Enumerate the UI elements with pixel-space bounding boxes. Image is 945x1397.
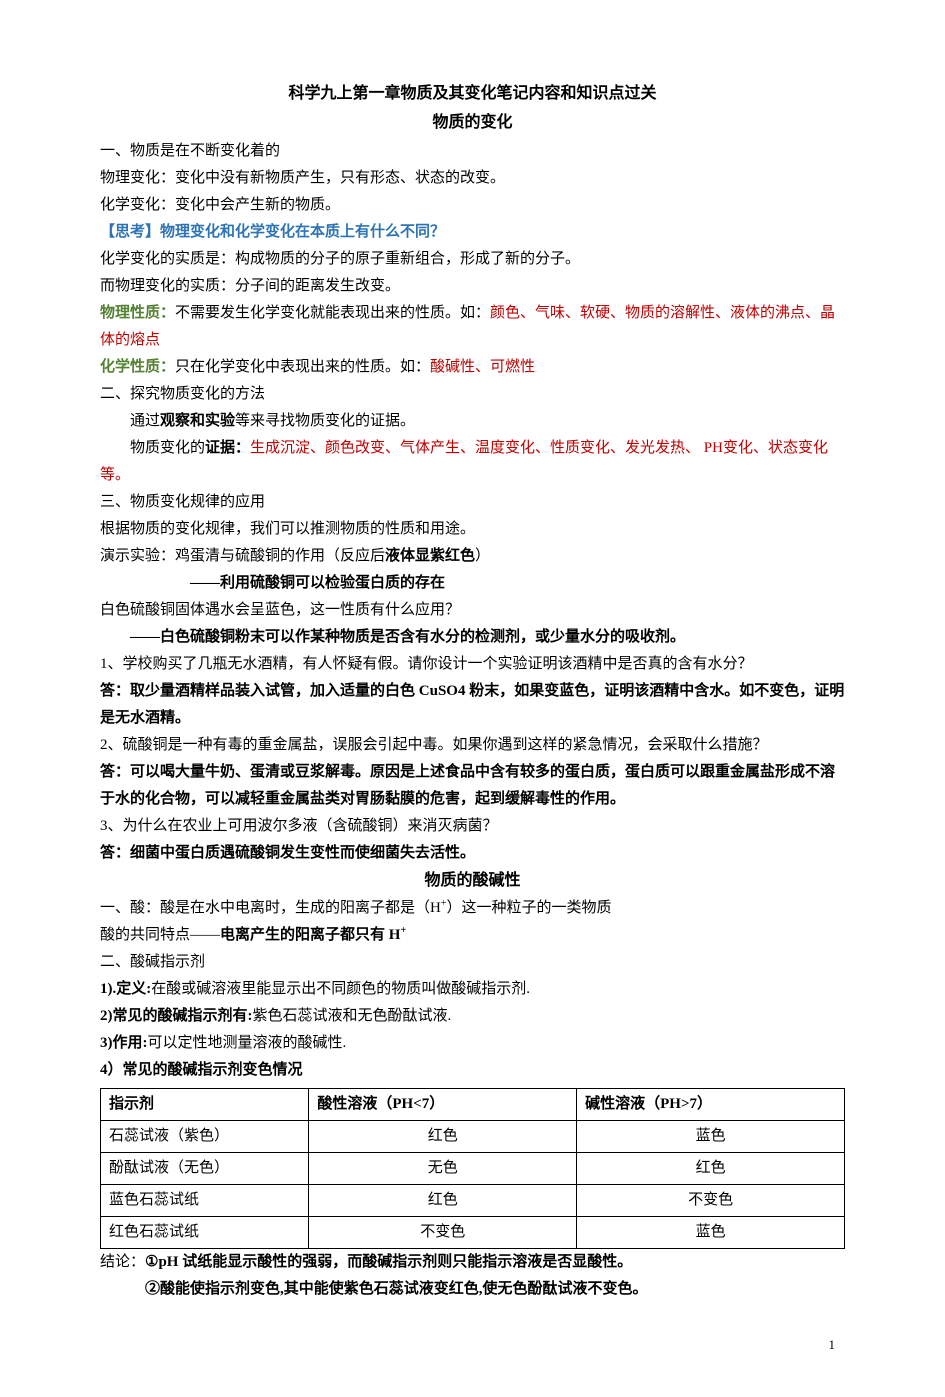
- text-pre: 一、酸：酸是在水中电离时，生成的阳离子都是（H: [100, 900, 441, 916]
- superscript: +: [400, 925, 406, 936]
- label: 化学性质：: [100, 359, 175, 375]
- label: 2)常见的酸碱指示剂有:: [100, 1008, 253, 1024]
- table-row: 酚酞试液（无色） 无色 红色: [101, 1153, 845, 1185]
- text-pre: 通过: [130, 413, 160, 429]
- conclusion-1: ――利用硫酸铜可以检验蛋白质的存在: [100, 570, 845, 597]
- text: 可以定性地测量溶液的酸碱性.: [148, 1035, 347, 1051]
- paragraph: 白色硫酸铜固体遇水会呈蓝色，这一性质有什么应用？: [100, 597, 845, 624]
- question-3: 3、为什么在农业上可用波尔多液（含硫酸铜）来消灭病菌？: [100, 813, 845, 840]
- answer-text: 可以喝大量牛奶、蛋清或豆浆解毒。原因是上述食品中含有较多的蛋白质，蛋白质可以跟重…: [100, 764, 835, 807]
- conclusion-text-2: ②酸能使指示剂变色,其中能使紫色石蕊试液变红色,使无色酚酞试液不变色。: [100, 1276, 845, 1303]
- doc-subtitle-2: 物质的酸碱性: [100, 867, 845, 896]
- table-header: 指示剂: [101, 1089, 309, 1121]
- answer-text: 取少量酒精样品装入试管，加入适量的白色 CuSO4 粉末，如果变蓝色，证明该酒精…: [100, 683, 844, 726]
- text-pre: 酸的共同特点――: [100, 927, 220, 943]
- table-header-row: 指示剂 酸性溶液（PH<7） 碱性溶液（PH>7）: [101, 1089, 845, 1121]
- conclusion-2: ――白色硫酸铜粉末可以作某种物质是否含有水分的检测剂，或少量水分的吸收剂。: [100, 624, 845, 651]
- conclusion-label: 结论：: [100, 1254, 145, 1270]
- physical-property: 物理性质：不需要发生化学变化就能表现出来的性质。如：颜色、气味、软硬、物质的溶解…: [100, 300, 845, 354]
- text: 在酸或碱溶液里能显示出不同颜色的物质叫做酸碱指示剂.: [151, 981, 530, 997]
- indicator-function: 3)作用:可以定性地测量溶液的酸碱性.: [100, 1030, 845, 1057]
- table-row: 蓝色石蕊试纸 红色 不变色: [101, 1185, 845, 1217]
- answer-label: 答：: [100, 764, 130, 780]
- paragraph: 根据物质的变化规律，我们可以推测物质的性质和用途。: [100, 516, 845, 543]
- table-row: 石蕊试液（紫色） 红色 蓝色: [101, 1121, 845, 1153]
- table-header: 碱性溶液（PH>7）: [577, 1089, 845, 1121]
- table-cell: 酚酞试液（无色）: [101, 1153, 309, 1185]
- conclusion-text-1: ①pH 试纸能显示酸性的强弱，而酸碱指示剂则只能指示溶液是否显酸性。: [145, 1254, 632, 1270]
- table-cell: 无色: [309, 1153, 577, 1185]
- acid-definition: 一、酸：酸是在水中电离时，生成的阳离子都是（H+）这一种粒子的一类物质: [100, 895, 845, 922]
- common-indicators: 2)常见的酸碱指示剂有:紫色石蕊试液和无色酚酞试液.: [100, 1003, 845, 1030]
- table-cell: 蓝色: [577, 1217, 845, 1249]
- text-pre: 演示实验：鸡蛋清与硫酸铜的作用（反应后: [100, 548, 385, 564]
- text-bold: 证据：: [205, 440, 250, 456]
- text-pre: 物质变化的: [130, 440, 205, 456]
- table-cell: 不变色: [577, 1185, 845, 1217]
- table-cell: 蓝色: [577, 1121, 845, 1153]
- table-header: 酸性溶液（PH<7）: [309, 1089, 577, 1121]
- paragraph: 通过观察和实验等来寻找物质变化的证据。: [100, 408, 845, 435]
- paragraph: 而物理变化的实质：分子间的距离发生改变。: [100, 273, 845, 300]
- table-cell: 红色石蕊试纸: [101, 1217, 309, 1249]
- text-post: ）: [475, 548, 490, 564]
- label: 3)作用:: [100, 1035, 148, 1051]
- table-cell: 不变色: [309, 1217, 577, 1249]
- text: 只在化学变化中表现出来的性质。如：: [175, 359, 430, 375]
- answer-3: 答：细菌中蛋白质遇硫酸铜发生变性而使细菌失去活性。: [100, 840, 845, 867]
- answer-1: 答：取少量酒精样品装入试管，加入适量的白色 CuSO4 粉末，如果变蓝色，证明该…: [100, 678, 845, 732]
- text-post: ）这一种粒子的一类物质: [446, 900, 611, 916]
- question-2: 2、硫酸铜是一种有毒的重金属盐，误服会引起中毒。如果你遇到这样的紧急情况，会采取…: [100, 732, 845, 759]
- examples: 酸碱性、可燃性: [430, 359, 535, 375]
- text-post: 等来寻找物质变化的证据。: [235, 413, 415, 429]
- paragraph: 二、探究物质变化的方法: [100, 381, 845, 408]
- doc-subtitle-1: 物质的变化: [100, 109, 845, 138]
- text-bold: 电离产生的阳离子都只有 H: [220, 927, 400, 943]
- table-heading: 4）常见的酸碱指示剂变色情况: [100, 1057, 845, 1084]
- table-cell: 红色: [577, 1153, 845, 1185]
- question-1: 1、学校购买了几瓶无水酒精，有人怀疑有假。请你设计一个实验证明该酒精中是否真的含…: [100, 651, 845, 678]
- thinking-label: 【思考】物理变化和化学变化在本质上有什么不同？: [100, 219, 845, 246]
- answer-label: 答：: [100, 845, 130, 861]
- text: 紫色石蕊试液和无色酚酞试液.: [253, 1008, 452, 1024]
- table-cell: 石蕊试液（紫色）: [101, 1121, 309, 1153]
- paragraph: 物理变化：变化中没有新物质产生，只有形态、状态的改变。: [100, 165, 845, 192]
- conclusion: 结论：①pH 试纸能显示酸性的强弱，而酸碱指示剂则只能指示溶液是否显酸性。: [100, 1249, 845, 1276]
- table-cell: 红色: [309, 1185, 577, 1217]
- acid-feature: 酸的共同特点――电离产生的阳离子都只有 H+: [100, 922, 845, 949]
- paragraph: 一、物质是在不断变化着的: [100, 138, 845, 165]
- indicator-table: 指示剂 酸性溶液（PH<7） 碱性溶液（PH>7） 石蕊试液（紫色） 红色 蓝色…: [100, 1088, 845, 1249]
- answer-2: 答：可以喝大量牛奶、蛋清或豆浆解毒。原因是上述食品中含有较多的蛋白质，蛋白质可以…: [100, 759, 845, 813]
- paragraph: 三、物质变化规律的应用: [100, 489, 845, 516]
- thinking-question: 【思考】物理变化和化学变化在本质上有什么不同？: [100, 224, 445, 240]
- label: 物理性质：: [100, 305, 175, 321]
- indicator-def: 1).定义:在酸或碱溶液里能显示出不同颜色的物质叫做酸碱指示剂.: [100, 976, 845, 1003]
- table-row: 红色石蕊试纸 不变色 蓝色: [101, 1217, 845, 1249]
- evidence-paragraph: 物质变化的证据：生成沉淀、颜色改变、气体产生、温度变化、性质变化、发光发热、 P…: [100, 435, 845, 489]
- text-bold: 观察和实验: [160, 413, 235, 429]
- paragraph: 化学变化的实质是：构成物质的分子的原子重新组合，形成了新的分子。: [100, 246, 845, 273]
- table-cell: 蓝色石蕊试纸: [101, 1185, 309, 1217]
- paragraph: 二、酸碱指示剂: [100, 949, 845, 976]
- doc-title: 科学九上第一章物质及其变化笔记内容和知识点过关: [100, 80, 845, 109]
- chemical-property: 化学性质：只在化学变化中表现出来的性质。如：酸碱性、可燃性: [100, 354, 845, 381]
- answer-label: 答：: [100, 683, 130, 699]
- text: 不需要发生化学变化就能表现出来的性质。如：: [175, 305, 490, 321]
- label: 1).定义:: [100, 981, 151, 997]
- table-cell: 红色: [309, 1121, 577, 1153]
- paragraph: 化学变化：变化中会产生新的物质。: [100, 192, 845, 219]
- demo-experiment: 演示实验：鸡蛋清与硫酸铜的作用（反应后液体显紫红色）: [100, 543, 845, 570]
- answer-text: 细菌中蛋白质遇硫酸铜发生变性而使细菌失去活性。: [130, 845, 475, 861]
- text-bold: 液体显紫红色: [385, 548, 475, 564]
